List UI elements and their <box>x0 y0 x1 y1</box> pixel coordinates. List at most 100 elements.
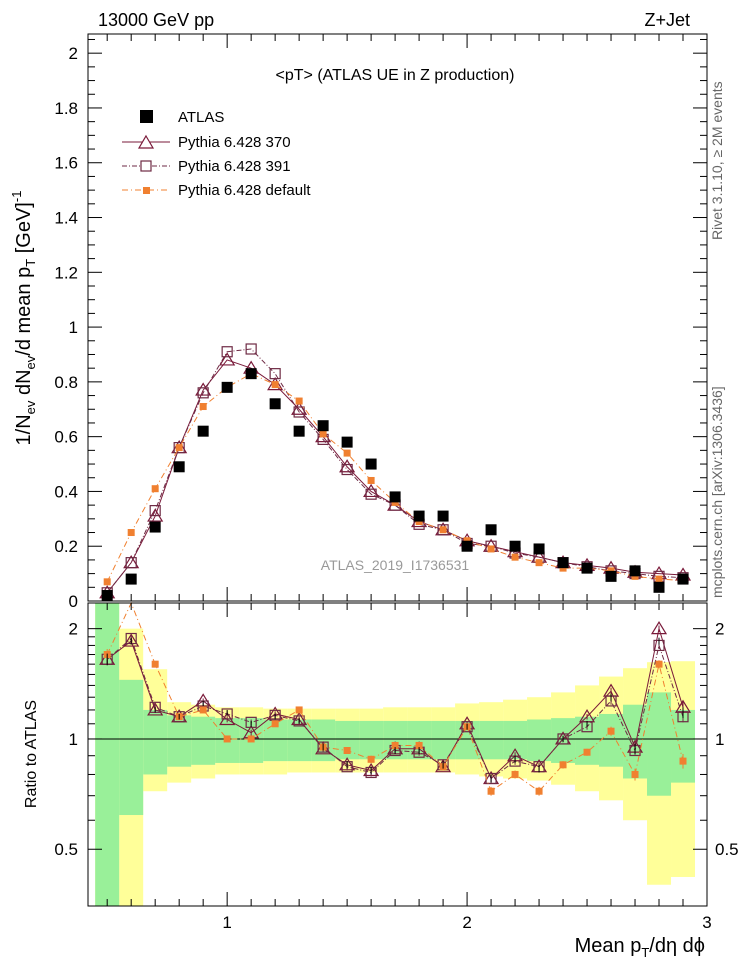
main-point-atlas <box>341 436 353 448</box>
ratio-point-default <box>199 706 207 714</box>
ratio-band-inner-bin <box>647 692 672 796</box>
legend-atlas-label: ATLAS <box>178 109 224 126</box>
legend-entry-atlas: ATLAS <box>140 109 224 126</box>
ratio-band-inner-bin <box>407 720 432 760</box>
ratio-band-inner-bin <box>287 719 312 762</box>
main-point-p391 <box>245 343 257 355</box>
legend-default-marker <box>143 187 150 194</box>
ratio-point-default <box>679 757 687 765</box>
main-point-p370 <box>195 382 212 396</box>
main-point-atlas <box>413 510 425 522</box>
ratio-band-inner-bin <box>431 720 456 760</box>
ratio-band-inner-bin <box>143 709 168 775</box>
main-point-default <box>439 526 447 534</box>
main-point-atlas <box>221 381 233 393</box>
legend-entry-default: Pythia 6.428 default <box>122 182 311 199</box>
analysis-watermark: ATLAS_2019_I1736531 <box>321 557 470 573</box>
main-point-p391 <box>173 442 185 454</box>
ratio-band-inner-bin <box>119 679 144 816</box>
ratio-point-default <box>343 747 351 755</box>
main-point-default <box>151 485 159 493</box>
main-point-atlas <box>149 521 161 533</box>
main-ytick-label: 2 <box>69 44 78 63</box>
ratio-band-inner-bin <box>95 603 120 906</box>
ratio-point-default <box>223 735 231 743</box>
ratio-point-p391 <box>317 741 329 753</box>
main-point-atlas <box>437 510 449 522</box>
ratio-axis-ticks <box>88 603 707 906</box>
ratio-point-default <box>655 660 663 668</box>
main-point-p391 <box>197 387 209 399</box>
ratio-point-p391 <box>173 711 185 723</box>
main-point-atlas <box>653 581 665 593</box>
main-point-atlas <box>245 368 257 380</box>
ratio-point-default <box>391 741 399 749</box>
legend-p370-marker <box>137 134 155 149</box>
main-ytick-label: 0.2 <box>54 537 78 556</box>
ratio-band-inner-bin <box>527 719 552 762</box>
ratio-tick-labels: 0.5 1 2 0.5 1 2 1 2 3 <box>54 620 738 932</box>
ratio-band-inner-bin <box>191 716 216 765</box>
header-process-label: Z+Jet <box>644 10 690 30</box>
main-point-default <box>175 444 183 452</box>
main-point-atlas <box>485 524 497 536</box>
main-point-p391 <box>293 406 305 418</box>
main-point-default <box>271 381 279 389</box>
main-line-default <box>106 373 684 583</box>
legend-atlas-marker <box>140 110 153 123</box>
ratio-point-default <box>559 761 567 769</box>
ratio-band-inner-bin <box>359 720 384 760</box>
ratio-point-p391 <box>461 721 473 733</box>
ratio-point-p391 <box>557 733 569 745</box>
main-point-default <box>487 545 495 553</box>
main-ytick-label: 1.4 <box>54 209 78 228</box>
ratio-band-inner-bin <box>263 719 288 762</box>
main-point-atlas <box>509 540 521 552</box>
main-point-p391 <box>221 346 233 358</box>
main-point-atlas <box>173 461 185 473</box>
ratio-band-inner-bin <box>599 713 624 767</box>
legend-entry-p370: Pythia 6.428 370 <box>122 134 291 151</box>
ratio-point-default <box>535 787 543 795</box>
main-point-default <box>367 476 375 484</box>
ratio-point-default <box>271 720 279 728</box>
ratio-point-default <box>415 741 423 749</box>
ratio-ytick-label-left: 1 <box>69 730 78 749</box>
main-point-atlas <box>101 590 113 602</box>
ratio-frame <box>87 602 708 907</box>
ratio-ylabel: Ratio to ATLAS <box>23 700 40 808</box>
main-series-layer <box>99 343 692 602</box>
main-point-default <box>511 553 519 561</box>
main-point-default <box>535 559 543 567</box>
ratio-band-inner-bin <box>167 715 192 767</box>
ratio-point-default <box>607 727 615 735</box>
ratio-xtick-label: 1 <box>222 913 231 932</box>
ratio-xlabel: Mean pT/dη dϕ <box>575 935 705 960</box>
ratio-series-layer <box>99 601 692 796</box>
legend-p391-marker <box>140 160 152 172</box>
main-point-atlas <box>605 570 617 582</box>
ratio-point-default <box>151 660 159 668</box>
main-point-p391 <box>125 557 137 569</box>
ratio-point-p370 <box>123 633 140 647</box>
main-point-atlas <box>581 562 593 574</box>
main-point-default <box>343 449 351 457</box>
main-ytick-label: 0.8 <box>54 373 78 392</box>
main-point-atlas <box>269 398 281 410</box>
main-point-p391 <box>365 488 377 500</box>
main-point-atlas <box>293 425 305 437</box>
ratio-band-inner-bin <box>479 720 504 760</box>
ratio-ytick-label-right: 1 <box>715 730 724 749</box>
main-point-default <box>295 397 303 405</box>
ratio-ytick-label-left: 0.5 <box>54 840 78 859</box>
ratio-band-inner-bin <box>503 720 528 760</box>
main-point-default <box>655 575 663 583</box>
main-point-p391 <box>269 368 281 380</box>
main-point-default <box>319 430 327 438</box>
main-ytick-label: 1.6 <box>54 154 78 173</box>
ratio-point-p391 <box>245 716 257 728</box>
main-series-default <box>103 370 687 586</box>
chart-title: <pT> (ATLAS UE in Z production) <box>276 67 515 84</box>
main-panel: 0 0.2 0.4 0.6 0.8 1 1.2 1.4 1.6 1.8 2 <pT> (ATLAS … <box>9 33 708 611</box>
